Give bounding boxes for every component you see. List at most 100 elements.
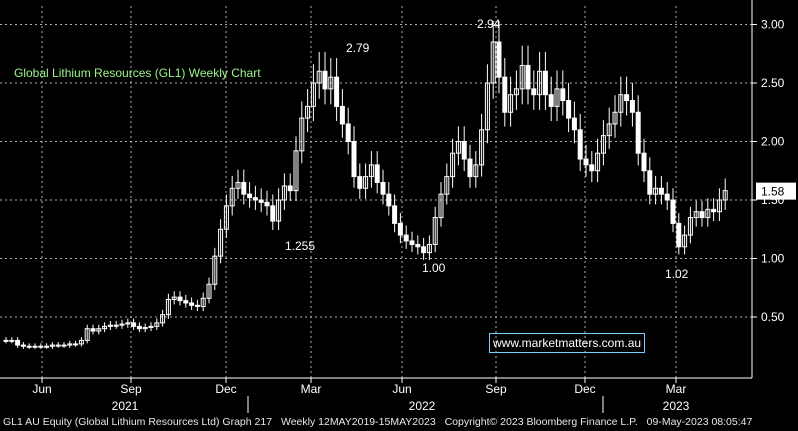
candle-body <box>525 64 531 90</box>
candle <box>490 20 496 99</box>
candle-body <box>9 339 15 342</box>
candle <box>113 321 119 329</box>
candle <box>571 101 577 144</box>
candle <box>513 70 519 110</box>
candle-body <box>136 325 142 330</box>
candle <box>595 138 601 183</box>
candle <box>49 342 55 349</box>
candle <box>235 169 241 199</box>
price-annotations: 2.79 1.255 2.94 1.00 1.02 <box>285 17 689 281</box>
footer-timestamp: 09-May-2023 08:05:47 <box>646 416 753 428</box>
candle <box>479 113 485 177</box>
candle <box>722 178 728 210</box>
month-label: Jun <box>32 382 51 396</box>
candle-body <box>339 105 345 125</box>
candle <box>78 337 84 347</box>
candle <box>264 190 270 216</box>
candle-body <box>397 222 403 236</box>
candle-body <box>687 217 693 236</box>
candle-body <box>368 164 374 178</box>
candle <box>299 101 305 164</box>
candle <box>247 182 253 208</box>
candle <box>287 173 293 202</box>
candle-body <box>96 328 102 332</box>
candle-body <box>3 339 9 342</box>
candle <box>444 163 450 205</box>
candle-body <box>438 193 444 219</box>
watermark-link[interactable]: www.marketmatters.com.au <box>489 333 646 353</box>
candle <box>577 113 583 172</box>
candle <box>624 76 630 116</box>
candle <box>212 247 218 290</box>
candle-body <box>409 240 415 245</box>
candle-body <box>55 344 61 347</box>
year-label: 2022 <box>409 399 436 413</box>
candle <box>38 343 44 349</box>
candle-body <box>554 88 560 107</box>
year-label: 2021 <box>112 399 139 413</box>
candle <box>15 337 21 348</box>
candle-body <box>305 105 311 119</box>
candle-body <box>513 88 519 96</box>
last-price-tag <box>756 182 796 200</box>
candle-body <box>154 322 160 327</box>
candle-body <box>461 141 467 160</box>
candle-body <box>467 158 473 178</box>
candle-body <box>531 88 537 96</box>
candle-body <box>131 322 137 327</box>
candle-body <box>473 164 479 178</box>
candle-body <box>84 328 90 341</box>
month-label: Sep <box>120 382 142 396</box>
candle-body <box>508 94 514 113</box>
candle <box>560 70 566 116</box>
candle-body <box>519 64 525 90</box>
candle <box>223 194 229 238</box>
candle <box>409 231 415 253</box>
footer-range: Weekly 12MAY2019-15MAY2023 <box>280 416 436 428</box>
candle <box>647 157 653 205</box>
candle-body <box>73 343 79 346</box>
candle-body <box>160 314 166 324</box>
candle <box>676 213 682 255</box>
candle-body <box>612 111 618 125</box>
candle-body <box>635 111 641 154</box>
candle-body <box>90 328 96 332</box>
candle-body <box>595 152 601 172</box>
candle-body <box>479 129 485 166</box>
candle <box>687 206 693 244</box>
candle-body <box>653 187 659 195</box>
candle <box>705 198 711 227</box>
candle <box>20 342 26 349</box>
candle <box>386 182 392 216</box>
candle <box>339 89 345 138</box>
candle <box>635 95 641 166</box>
candle-body <box>189 302 195 306</box>
month-label: Dec <box>574 382 595 396</box>
price-annotation: 1.00 <box>422 261 446 275</box>
candle <box>496 20 502 94</box>
candle <box>682 225 688 255</box>
candle <box>9 337 15 344</box>
candle-body <box>664 193 670 201</box>
candle <box>84 324 90 344</box>
candle-body <box>357 176 363 189</box>
candle-body <box>316 70 322 84</box>
candle-body <box>363 176 369 189</box>
candle-body <box>235 181 241 189</box>
candle <box>450 138 456 188</box>
candle-body <box>107 324 113 327</box>
candle <box>258 188 264 213</box>
month-label: Mar <box>666 382 687 396</box>
candle <box>421 237 427 260</box>
candle-body <box>310 82 316 107</box>
candle <box>200 292 206 312</box>
candle <box>629 82 635 127</box>
month-label: Sep <box>485 382 507 396</box>
candle <box>363 163 369 199</box>
candle <box>531 70 537 110</box>
candle <box>26 343 32 349</box>
candle-body <box>293 150 299 192</box>
candle-body <box>537 70 543 96</box>
candle-body <box>67 343 73 346</box>
candle <box>44 343 50 349</box>
